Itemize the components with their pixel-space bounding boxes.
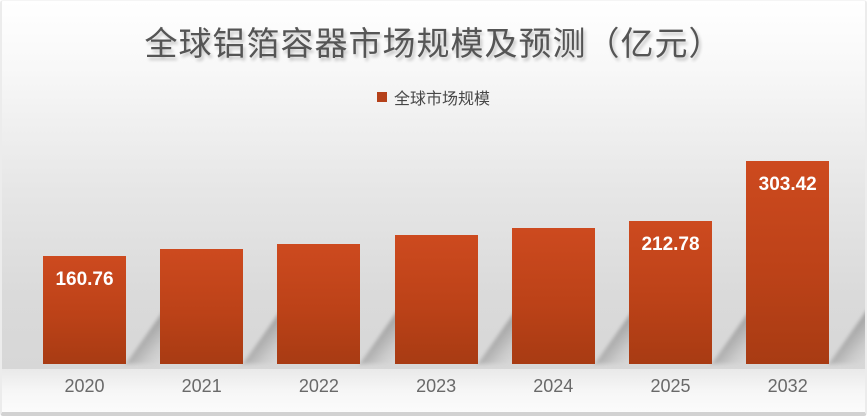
bar-value-label: 160.76 [55, 269, 114, 290]
x-axis-label: 2020 [64, 376, 105, 396]
bar-value-label: 303.42 [758, 174, 817, 195]
bar-2032: 303.42 [746, 161, 830, 364]
x-axis-label: 2025 [650, 376, 691, 396]
x-axis-label: 2021 [181, 376, 222, 396]
legend: 全球市场规模 [2, 85, 865, 109]
chart-title: 全球铝箔容器市场规模及预测（亿元） [144, 24, 723, 63]
x-axis-label: 2022 [298, 376, 339, 396]
bar-value-label: 212.78 [641, 234, 700, 255]
bar-2024 [511, 228, 595, 364]
legend-series-label: 全球市场规模 [393, 89, 490, 108]
x-axis-label: 2023 [416, 376, 457, 396]
bar-2025: 212.78 [629, 221, 712, 364]
x-axis-label: 2024 [533, 376, 574, 396]
bar-2022 [277, 244, 361, 364]
bar-2020: 160.76 [43, 256, 126, 364]
bar-2023 [394, 235, 478, 364]
bar-2021 [160, 249, 244, 364]
legend-marker-icon [376, 92, 387, 102]
x-axis-label: 2032 [767, 376, 808, 396]
plot-floor [2, 369, 865, 412]
